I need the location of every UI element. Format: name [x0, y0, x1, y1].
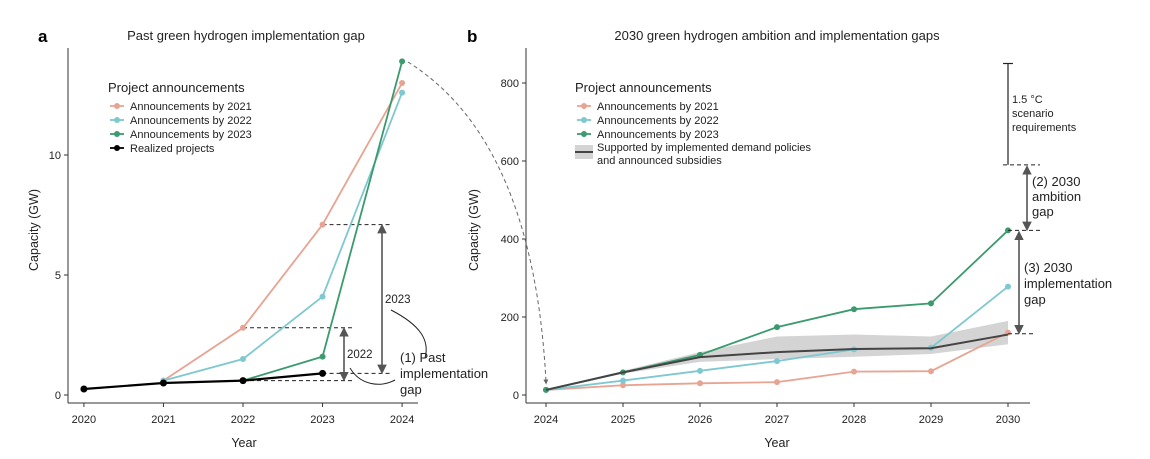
panel-a-legend-label: Realized projects	[130, 143, 215, 155]
panel-b-impl-label-1: (3) 2030	[1024, 260, 1072, 275]
panel-a-gap-2022-label: 2022	[347, 349, 373, 361]
panel-b-impl-label-2: implementation	[1024, 276, 1112, 291]
panel-b-legend-marker	[581, 131, 587, 137]
panel-a-legend-title: Project announcements	[108, 80, 245, 95]
panel-b-xtick-label: 2026	[688, 414, 712, 426]
panel-b-ambition-label-2: ambition	[1032, 189, 1081, 204]
panel-a-legend-marker	[114, 117, 120, 123]
panel-b-xtick-label: 2028	[842, 414, 866, 426]
panel-a-label: a	[38, 27, 48, 46]
panel-b-data-point	[928, 368, 934, 375]
panel-b-policy-band	[546, 320, 1008, 390]
panel-b-scenario-label-1: 1.5 °C	[1012, 94, 1043, 106]
panel-b-ytick-label: 0	[513, 390, 519, 402]
panel-a-data-point	[399, 80, 406, 86]
panel-b-impl-label-3: gap	[1024, 292, 1046, 307]
panel-b-data-point	[928, 300, 934, 307]
panel-b-ambition-label-3: gap	[1032, 204, 1054, 219]
panel-a-xtick-label: 2020	[72, 414, 96, 426]
panel-a-xtick-label: 2023	[310, 414, 334, 426]
panel-b-legend-title: Project announcements	[575, 80, 712, 95]
panel-b-data-point	[697, 367, 703, 374]
panel-b-data-point	[697, 380, 703, 387]
panel-a-xlabel: Year	[231, 436, 256, 450]
panel-b-xlabel: Year	[764, 436, 789, 450]
panel-b-legend-marker	[581, 103, 587, 109]
panel-b-legend-marker	[581, 117, 587, 123]
panel-a-data-point	[80, 385, 88, 393]
panel-a-pointer	[390, 309, 427, 359]
panel-b-legend-label: Announcements by 2022	[597, 115, 719, 127]
panel-b-data-point	[1005, 283, 1011, 290]
panel-a-ytick-label: 0	[55, 390, 61, 402]
panel-b-xtick-label: 2029	[919, 414, 943, 426]
panel-b-ambition-label-1: (2) 2030	[1032, 174, 1080, 189]
panel-b-data-point	[774, 324, 780, 331]
panel-a-xtick-label: 2021	[151, 414, 175, 426]
panel-a-series-line	[162, 82, 403, 382]
panel-b-data-point	[620, 382, 626, 389]
panel-a-legend-label: Announcements by 2022	[130, 115, 252, 127]
panel-a-series-line	[163, 92, 403, 382]
panel-b-data-point	[851, 368, 857, 375]
panel-a-legend-marker	[114, 131, 120, 137]
panel-a-ytick-label: 5	[55, 270, 61, 282]
panel-b-xtick-label: 2024	[534, 414, 558, 426]
panel-b-data-point	[620, 377, 626, 384]
panel-b-data-point	[774, 379, 780, 386]
panel-a-data-point	[399, 58, 406, 65]
panel-a-data-point	[319, 293, 326, 300]
panel-b-legend-label: and announced subsidies	[597, 155, 722, 167]
panel-b-label: b	[467, 27, 477, 46]
panel-a-ytick-label: 10	[49, 150, 61, 162]
panel-a-series-line	[242, 61, 403, 382]
panel-a-xtick-label: 2022	[231, 414, 255, 426]
panel-a-data-point	[319, 353, 326, 360]
panel-a-plot: 0 5 10 2020 2021 2022 2023 2024 2022 2023 (1) Past…	[49, 48, 488, 426]
panel-a-data-point	[240, 356, 246, 362]
panel-b-scenario-label-3: requirements	[1012, 122, 1077, 134]
panel-a-series-line	[83, 372, 323, 391]
panel-b-policy-line	[545, 333, 1009, 391]
panel-b-xtick-label: 2027	[765, 414, 789, 426]
panel-b-scenario-label-2: scenario	[1012, 108, 1054, 120]
panel-a-pointer	[349, 367, 396, 385]
panel-b-series-line	[545, 229, 1009, 391]
panel-a-legend-label: Announcements by 2023	[130, 129, 252, 141]
panel-a-gap-title-1: (1) Past	[400, 350, 446, 365]
panel-b-legend-label: Supported by implemented demand policies	[597, 142, 812, 154]
panel-a-data-point	[240, 324, 246, 331]
panel-a-data-point	[319, 369, 327, 377]
panel-connector-arrow	[407, 61, 549, 385]
panel-a-gap-2023-label: 2023	[385, 294, 411, 306]
panel-b-legend-label: Announcements by 2023	[597, 129, 719, 141]
panel-a-data-point	[399, 89, 406, 96]
panel-b-ylabel: Capacity (GW)	[467, 189, 481, 271]
panel-b-data-point	[851, 306, 857, 313]
panel-a-legend-marker	[114, 145, 120, 151]
panel-b-ytick-label: 800	[501, 78, 519, 90]
panel-b-title: 2030 green hydrogen ambition and impleme…	[614, 28, 940, 43]
panel-a-legend-marker	[114, 103, 120, 109]
panel-a-data-point	[319, 221, 326, 228]
panel-a-data-point	[239, 377, 247, 385]
panel-b-data-point	[774, 358, 780, 365]
panel-a-legend-label: Announcements by 2021	[130, 101, 252, 113]
panel-b-ytick-label: 600	[501, 156, 519, 168]
panel-a-data-point	[159, 379, 167, 387]
panel-b-ytick-label: 400	[501, 234, 519, 246]
panel-b-xtick-label: 2025	[611, 414, 635, 426]
connector-overlay	[407, 61, 549, 385]
panel-b-legend-label: Announcements by 2021	[597, 101, 719, 113]
panel-a-gap-title-2: implementation	[400, 366, 488, 381]
panel-a-ylabel: Capacity (GW)	[27, 189, 41, 271]
panel-b-plot: 0 200 400 600 800 2024 2025 2026 2027 2028 2029 203…	[501, 48, 1112, 426]
panel-b-xtick-label: 2030	[996, 414, 1020, 426]
panel-a-gap-title-3: gap	[400, 382, 422, 397]
panel-b-ytick-label: 200	[501, 312, 519, 324]
panel-a-title: Past green hydrogen implementation gap	[127, 28, 365, 43]
panel-a-xtick-label: 2024	[390, 414, 414, 426]
